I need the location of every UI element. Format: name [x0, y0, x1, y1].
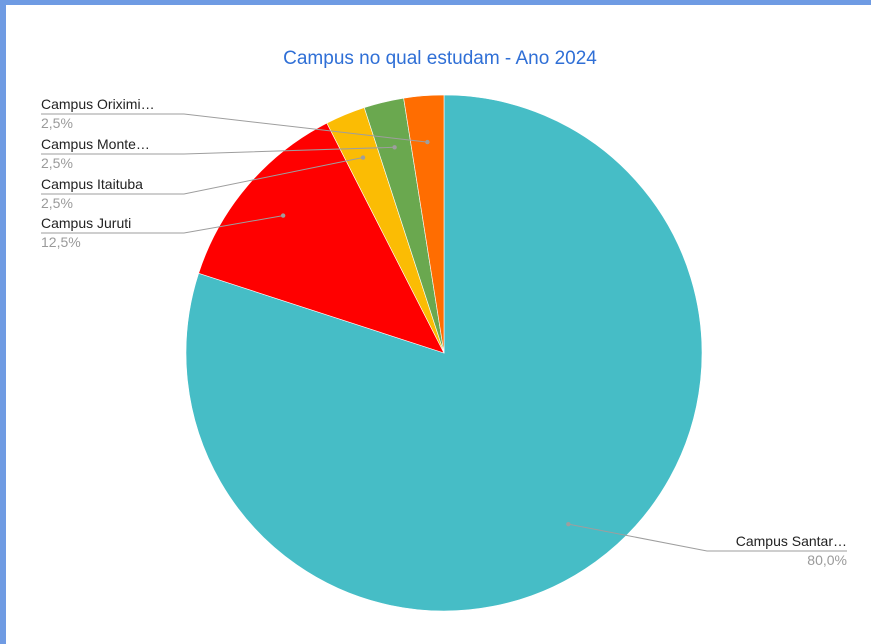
slice-value-campus-juruti: 12,5% [41, 234, 81, 250]
pie-slice-campus-oriximi [403, 94, 445, 354]
leader-dot-campus-santar [566, 521, 571, 527]
leader-lines [41, 113, 847, 552]
slice-label-campus-monte: Campus Monte… [41, 136, 150, 152]
leader-dot-campus-oriximi [425, 139, 430, 145]
slice-value-campus-oriximi: 2,5% [41, 115, 73, 131]
leader-line-campus-itaituba [41, 157, 364, 195]
leader-dot-campus-itaituba [360, 155, 366, 160]
pie-slices [185, 94, 703, 612]
pie-slice-campus-santar [185, 94, 703, 612]
slice-label-campus-juruti: Campus Juruti [41, 215, 131, 231]
leader-line-campus-oriximi [41, 113, 428, 143]
slice-labels: Campus Santar… 80,0% Campus Juruti 12,5% Cam… [41, 96, 847, 568]
leader-line-campus-santar [568, 523, 847, 552]
slice-value-campus-santar: 80,0% [807, 552, 847, 568]
slice-value-campus-monte: 2,5% [41, 155, 73, 171]
leader-dot-campus-juruti [280, 213, 286, 218]
chart-title: Campus no qual estudam - Ano 2024 [283, 48, 597, 69]
leader-line-campus-juruti [41, 215, 284, 234]
slice-label-campus-oriximi: Campus Oriximi… [41, 96, 155, 112]
pie-slice-campus-juruti [198, 122, 445, 354]
leader-line-campus-monte [41, 146, 395, 155]
slice-label-campus-santar: Campus Santar… [736, 533, 847, 549]
slice-value-campus-itaituba: 2,5% [41, 195, 73, 211]
slice-label-campus-itaituba: Campus Itaituba [41, 176, 143, 192]
leader-dot-campus-monte [392, 145, 397, 150]
